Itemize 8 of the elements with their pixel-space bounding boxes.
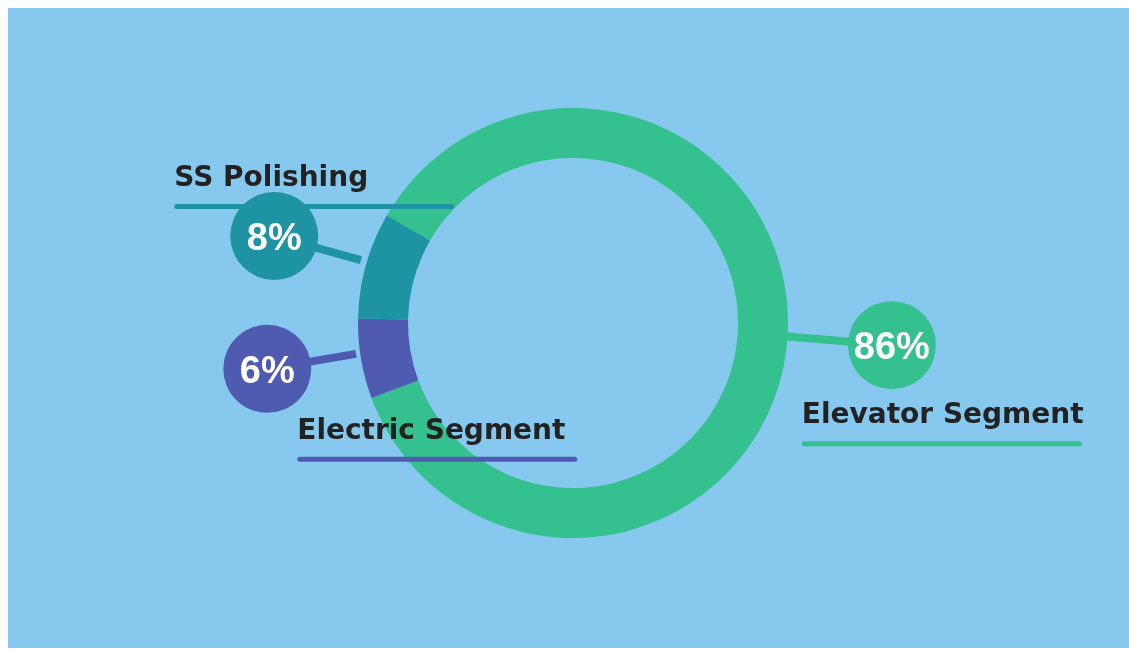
donut-slice [358,215,431,320]
data-label: 6% [239,348,295,391]
slice-label: SS Polishing [174,159,369,193]
donut-slice [358,318,419,398]
data-label: 86% [853,325,930,368]
slice-label: Elevator Segment [801,397,1084,431]
data-label: 8% [246,215,302,258]
slice-label: Electric Segment [297,412,566,446]
